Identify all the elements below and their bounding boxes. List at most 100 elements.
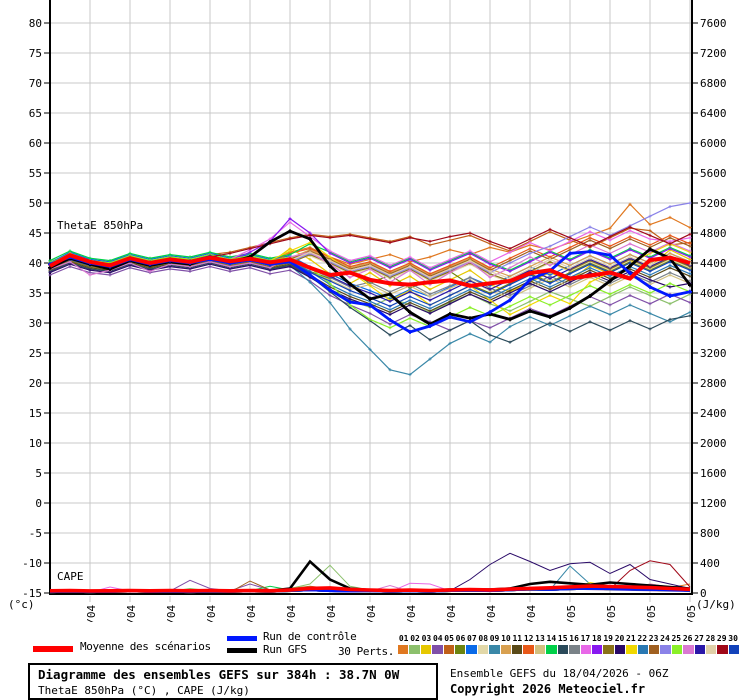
pert-number: 19 bbox=[603, 634, 613, 643]
right-axis-tick-label: 1200 bbox=[700, 497, 727, 510]
left-axis-tick-label: 55 bbox=[29, 167, 42, 180]
pert-color-swatch bbox=[717, 645, 728, 654]
left-axis-tick-label: 65 bbox=[29, 107, 42, 120]
pert-color-swatch bbox=[580, 645, 591, 654]
pert-number: 10 bbox=[501, 634, 511, 643]
right-axis-tick-label: 7600 bbox=[700, 17, 727, 30]
thetae-annotation: ThetaE 850hPa bbox=[57, 219, 144, 232]
x-axis-tick-label: 21/04 bbox=[165, 605, 178, 622]
x-axis-tick-label: 26/04 bbox=[365, 605, 378, 622]
right-axis-tick-label: 4400 bbox=[700, 257, 727, 270]
pert-number: 08 bbox=[478, 634, 489, 643]
right-axis-tick-label: 400 bbox=[700, 557, 720, 570]
left-axis-tick-label: 80 bbox=[29, 17, 42, 30]
right-axis-tick-label: 0 bbox=[700, 587, 707, 600]
pert-number: 26 bbox=[682, 634, 693, 643]
pert-number: 21 bbox=[626, 634, 636, 643]
pert-color-swatch bbox=[500, 645, 512, 654]
pert-color-swatch bbox=[420, 645, 432, 654]
left-axis-tick-label: -10 bbox=[22, 557, 42, 570]
right-axis-tick-label: 2000 bbox=[700, 437, 727, 450]
right-axis-unit: (J/kg) bbox=[696, 598, 736, 611]
pert-number: 18 bbox=[591, 634, 602, 643]
right-axis-tick-label: 5200 bbox=[700, 197, 727, 210]
pert-number: 03 bbox=[421, 634, 432, 643]
right-axis-tick-label: 3600 bbox=[700, 317, 727, 330]
grid bbox=[50, 0, 692, 602]
pert-number: 04 bbox=[432, 634, 443, 643]
pert-number: 05 bbox=[444, 634, 454, 643]
pert-color-swatch bbox=[534, 645, 546, 654]
pert-number: 24 bbox=[660, 634, 670, 643]
left-axis-tick-label: 50 bbox=[29, 197, 42, 210]
pert-number: 06 bbox=[455, 634, 466, 643]
left-axis-tick-label: -5 bbox=[29, 527, 42, 540]
pert-color-swatch bbox=[591, 645, 603, 654]
pert-color-swatch bbox=[671, 645, 683, 654]
pert-color-swatch bbox=[728, 645, 740, 654]
cape-mean-line bbox=[49, 584, 691, 593]
x-axis-tick-label: 29/04 bbox=[485, 605, 498, 622]
pert-number: 14 bbox=[546, 634, 557, 643]
left-axis-tick-label: 5 bbox=[35, 467, 42, 480]
right-axis-tick-label: 6000 bbox=[700, 137, 727, 150]
pert-color-swatch bbox=[660, 645, 671, 654]
left-axis-tick-label: 70 bbox=[29, 77, 42, 90]
pert-color-swatch bbox=[523, 645, 534, 654]
mean-legend-label: Moyenne des scénarios bbox=[80, 640, 211, 653]
x-axis-tick-label: 20/04 bbox=[125, 605, 138, 622]
thetae-mean-line bbox=[49, 253, 691, 288]
right-axis-tick-label: 2400 bbox=[700, 407, 727, 420]
pert-number: 17 bbox=[580, 634, 591, 643]
pert-color-swatch bbox=[489, 645, 500, 654]
pert-number: 16 bbox=[569, 634, 579, 643]
left-axis-tick-label: 60 bbox=[29, 137, 42, 150]
x-axis-tick-label: 02/05 bbox=[605, 605, 618, 622]
x-axis-tick-label: 28/04 bbox=[445, 605, 458, 622]
x-axis-tick-label: 25/04 bbox=[325, 605, 338, 622]
perts-count-label: 30 Perts. bbox=[338, 645, 395, 658]
pert-color-swatch bbox=[409, 645, 420, 654]
gfs-legend-label: Run GFS bbox=[263, 643, 307, 656]
pert-number: 28 bbox=[705, 634, 716, 643]
pert-number: 09 bbox=[489, 634, 500, 643]
pert-color-swatch bbox=[432, 645, 443, 654]
pert-color-swatch bbox=[705, 645, 717, 654]
pert-color-swatch bbox=[546, 645, 557, 654]
right-axis-tick-label: 4000 bbox=[700, 287, 727, 300]
left-axis-tick-label: 20 bbox=[29, 377, 42, 390]
right-axis-tick-label: 1600 bbox=[700, 467, 727, 480]
copyright-notice: Copyright 2026 Meteociel.fr bbox=[450, 682, 646, 696]
left-axis-tick-label: 45 bbox=[29, 227, 42, 240]
run-info: Ensemble GEFS du 18/04/2026 - 06Z bbox=[450, 667, 669, 680]
pert-number: 12 bbox=[523, 634, 534, 643]
x-axis-tick-label: 30/04 bbox=[525, 605, 538, 622]
right-axis-tick-label: 4800 bbox=[700, 227, 727, 240]
x-axis-tick-label: 27/04 bbox=[405, 605, 418, 622]
right-axis-tick-label: 6800 bbox=[700, 77, 727, 90]
pert-color-swatch bbox=[477, 645, 489, 654]
mean-line-swatch bbox=[33, 646, 73, 652]
x-axis-tick-label: 24/04 bbox=[285, 605, 298, 622]
left-axis-tick-label: 10 bbox=[29, 437, 42, 450]
pert-color-swatch bbox=[466, 645, 477, 654]
pert-color-swatch bbox=[637, 645, 648, 654]
gfs-line-swatch bbox=[227, 648, 257, 653]
x-axis-tick-label: 01/05 bbox=[565, 605, 578, 622]
footer-info-box: Diagramme des ensembles GEFS sur 384h : … bbox=[28, 663, 438, 700]
control-line-swatch bbox=[227, 636, 257, 641]
pert-color-swatch bbox=[648, 645, 660, 654]
pert-color-swatch bbox=[557, 645, 569, 654]
left-axis-tick-label: 35 bbox=[29, 287, 42, 300]
left-axis-tick-label: 30 bbox=[29, 317, 42, 330]
right-axis-tick-label: 800 bbox=[700, 527, 720, 540]
pert-color-swatch bbox=[683, 645, 694, 654]
cape-annotation: CAPE bbox=[57, 570, 84, 583]
pert-number: 13 bbox=[535, 634, 545, 643]
left-axis-tick-label: 15 bbox=[29, 407, 42, 420]
right-axis-tick-label: 3200 bbox=[700, 347, 727, 360]
right-axis-tick-label: 5600 bbox=[700, 167, 727, 180]
pert-number: 23 bbox=[648, 634, 659, 643]
pert-swatches-row bbox=[398, 645, 740, 654]
